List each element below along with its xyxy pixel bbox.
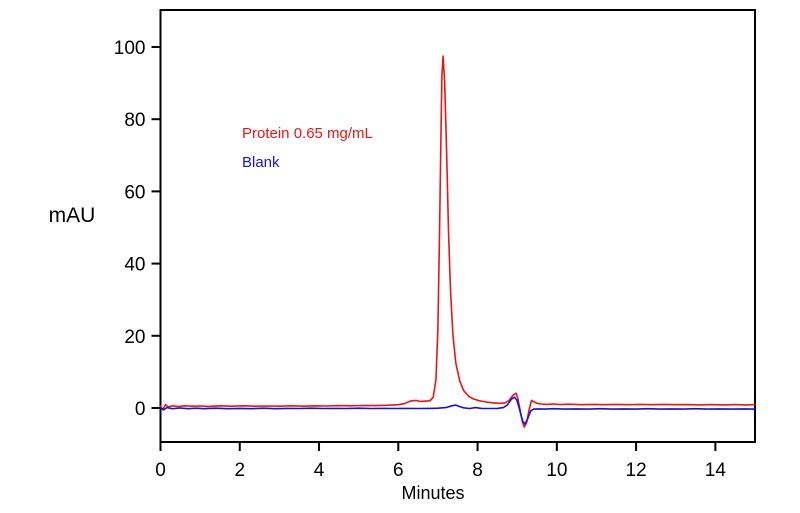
y-tick-label: 0 <box>135 399 146 420</box>
x-tick-label: 8 <box>472 460 483 481</box>
trace-blank <box>159 396 756 425</box>
x-tick-label: 12 <box>626 460 647 481</box>
x-tick-label: 10 <box>546 460 567 481</box>
x-axis-title: Minutes <box>401 483 465 503</box>
trace-protein <box>159 55 756 428</box>
y-axis-title: mAU <box>48 204 96 227</box>
y-tick-label: 60 <box>124 182 145 203</box>
y-tick-label: 20 <box>124 327 145 348</box>
x-tick-label: 2 <box>234 460 245 481</box>
x-tick-label: 6 <box>393 460 404 481</box>
plot-frame <box>159 9 756 443</box>
x-tick-label: 14 <box>705 460 727 481</box>
y-tick-label: 40 <box>124 255 145 276</box>
y-tick-label: 80 <box>124 110 145 131</box>
legend-blank-label: Blank <box>242 154 280 171</box>
x-tick-label: 0 <box>155 460 166 481</box>
legend-protein-label: Protein 0.65 mg/mL <box>242 125 373 142</box>
y-tick-label: 100 <box>114 38 146 59</box>
x-tick-label: 4 <box>314 460 325 481</box>
